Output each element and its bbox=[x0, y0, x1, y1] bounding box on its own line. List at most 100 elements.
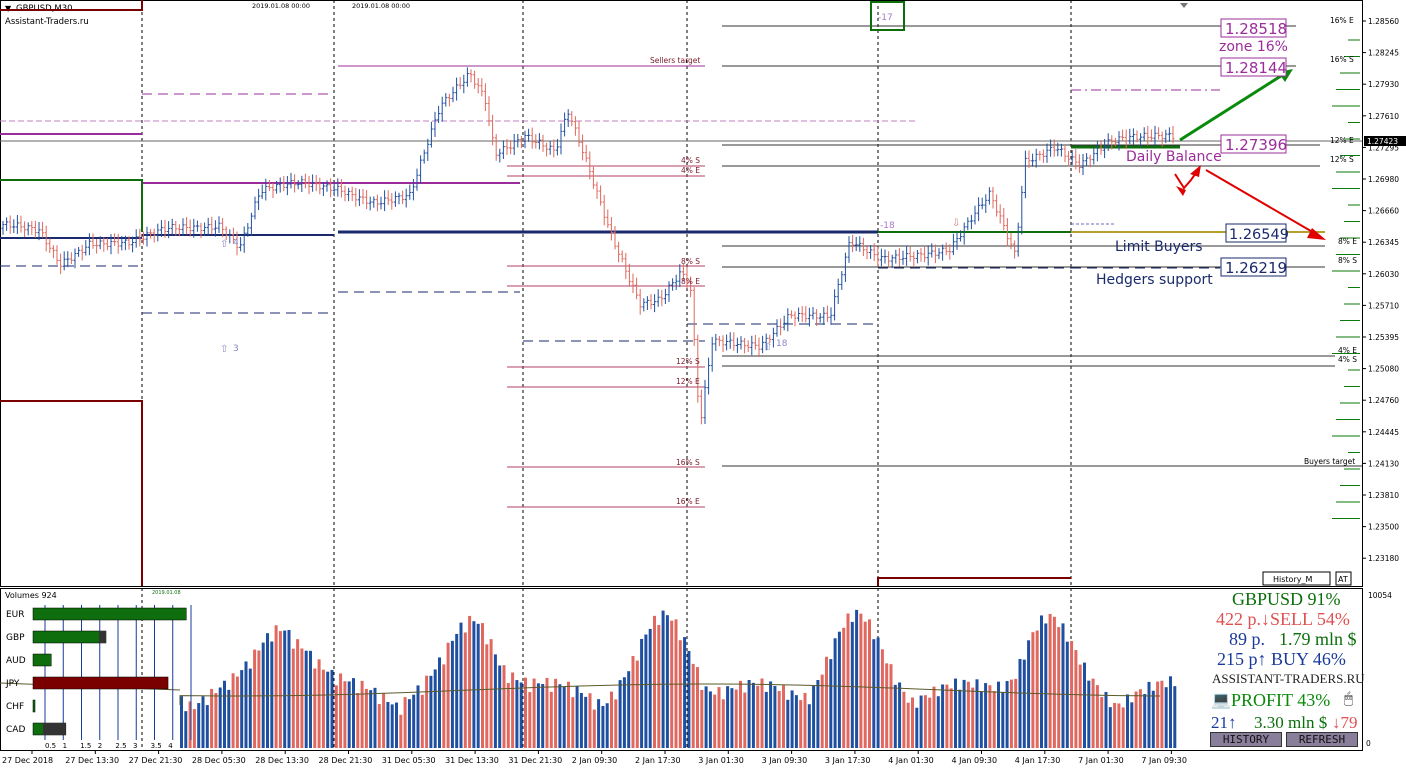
volume-bar bbox=[558, 684, 562, 748]
volume-bar bbox=[1040, 615, 1043, 748]
price-label: 1.26345 bbox=[1368, 238, 1399, 247]
volume-bar bbox=[687, 650, 691, 748]
marker-4: 4 bbox=[233, 238, 239, 248]
volume-bar bbox=[597, 699, 601, 748]
volume-bar bbox=[1074, 650, 1078, 748]
level-box-value: 1.28518 bbox=[1225, 20, 1287, 38]
level-box-value: 1.28144 bbox=[1225, 59, 1287, 77]
main-chart-frame bbox=[0, 0, 1363, 587]
history-button[interactable]: HISTORY bbox=[1210, 732, 1282, 747]
volume-bar bbox=[665, 615, 669, 748]
volume-bar bbox=[756, 685, 760, 748]
volume-bar bbox=[485, 644, 489, 748]
volume-bar bbox=[278, 631, 282, 748]
price-label: 1.23500 bbox=[1368, 523, 1399, 532]
volume-bar bbox=[442, 664, 446, 748]
currency-bar-tail bbox=[99, 631, 106, 643]
time-label: 31 Dec 21:30 bbox=[508, 756, 562, 765]
volume-bar bbox=[403, 697, 407, 748]
top-date-label: 2019.01.08 00:00 bbox=[352, 2, 410, 10]
price-label: 1.26660 bbox=[1368, 207, 1399, 216]
volume-bar bbox=[992, 691, 996, 748]
triangle-down-icon[interactable]: ▼ bbox=[5, 4, 12, 13]
volume-bar bbox=[833, 638, 837, 748]
svg-text:12% S: 12% S bbox=[1330, 155, 1354, 164]
volume-bar bbox=[575, 686, 579, 748]
volume-bar bbox=[476, 623, 480, 748]
volume-bar bbox=[231, 673, 235, 748]
volume-bar bbox=[984, 683, 988, 748]
price-label: 1.25710 bbox=[1368, 301, 1399, 310]
volume-bar bbox=[966, 681, 970, 748]
history-m-button[interactable] bbox=[1262, 571, 1331, 586]
volume-bar bbox=[1130, 702, 1134, 748]
volume-bar bbox=[919, 695, 923, 748]
volume-bar bbox=[807, 704, 811, 748]
volume-bar bbox=[708, 691, 712, 748]
volume-bars bbox=[0, 609, 1177, 748]
price-label: 1.23810 bbox=[1368, 491, 1399, 500]
volume-bar bbox=[726, 686, 730, 748]
volume-bar bbox=[1083, 662, 1086, 748]
current-price-tag bbox=[1364, 136, 1406, 146]
volume-bar bbox=[352, 678, 355, 748]
volume-bar bbox=[528, 692, 532, 748]
currency-bar-tail bbox=[43, 723, 66, 735]
volume-bar bbox=[622, 677, 626, 748]
volume-bar bbox=[274, 625, 278, 748]
refresh-button[interactable]: REFRESH bbox=[1286, 732, 1358, 747]
volume-bar bbox=[618, 680, 622, 748]
volume-bar bbox=[825, 656, 828, 748]
volume-date-label: 2019.01.08 bbox=[152, 590, 181, 596]
price-label: 1.24760 bbox=[1368, 396, 1399, 405]
volume-bar bbox=[240, 670, 244, 748]
sell-summary: 422 p.↓SELL 54% bbox=[1216, 609, 1350, 629]
daily-balance-label: Daily Balance bbox=[1126, 149, 1222, 165]
volume-bar bbox=[235, 676, 239, 748]
volume-bar bbox=[218, 687, 222, 748]
volume-bar bbox=[1147, 681, 1151, 748]
currency-bar bbox=[32, 699, 36, 713]
volume-bar bbox=[450, 640, 454, 748]
volume-bar bbox=[717, 687, 721, 748]
volume-bar bbox=[472, 621, 476, 748]
buy-summary: 215 p↑ BUY 46% bbox=[1217, 649, 1346, 669]
volume-bar bbox=[1009, 679, 1013, 748]
laptop-icon: 💻 bbox=[1211, 692, 1231, 709]
price-axis: 1.28560 1.28245 1.27930 1.27610 1.27295 1.269… bbox=[1362, 17, 1399, 563]
time-axis: 27 Dec 2018 27 Dec 13:30 27 Dec 21:30 28 De… bbox=[2, 750, 1187, 765]
level-labels: 16% E 16% S 12% E 12% S 8% E 8% S 4% E 4… bbox=[650, 16, 1357, 506]
site-summary: ASSISTANT-TRADERS.RU bbox=[1212, 671, 1365, 686]
volume-bar bbox=[605, 703, 609, 748]
volume-bar bbox=[945, 684, 949, 748]
current-price: 1.27423 bbox=[1367, 137, 1398, 146]
volume-bar bbox=[253, 649, 257, 748]
currency-tick: 1.5 bbox=[80, 742, 91, 750]
volume-bar bbox=[816, 680, 820, 748]
volume-bar bbox=[433, 669, 437, 748]
volume-bar bbox=[648, 628, 652, 748]
currency-tick: 2.5 bbox=[115, 742, 126, 750]
volume-bar bbox=[493, 654, 497, 748]
volume-bar bbox=[915, 707, 919, 748]
volume-bar bbox=[545, 677, 549, 748]
svg-text:16% S: 16% S bbox=[1330, 55, 1354, 64]
volume-bar bbox=[506, 683, 510, 748]
last-mid: 3.30 mln $ bbox=[1254, 713, 1328, 732]
time-label: 27 Dec 13:30 bbox=[65, 756, 119, 765]
level-box-value: 1.26219 bbox=[1225, 259, 1287, 277]
volume-bar bbox=[837, 631, 841, 748]
volume-bar bbox=[386, 702, 390, 748]
volume-bar bbox=[429, 675, 433, 748]
at-button[interactable] bbox=[1335, 571, 1352, 586]
time-label: 4 Jan 17:30 bbox=[1015, 756, 1061, 765]
svg-text:Sellers target: Sellers target bbox=[650, 56, 700, 65]
volume-bar bbox=[515, 680, 519, 748]
volume-bar bbox=[511, 672, 515, 748]
svg-text:16% E: 16% E bbox=[1330, 16, 1354, 25]
volume-bar bbox=[1160, 680, 1164, 748]
volume-bar bbox=[696, 667, 699, 748]
time-label: 7 Jan 09:30 bbox=[1141, 756, 1187, 765]
volume-bar bbox=[244, 661, 248, 748]
